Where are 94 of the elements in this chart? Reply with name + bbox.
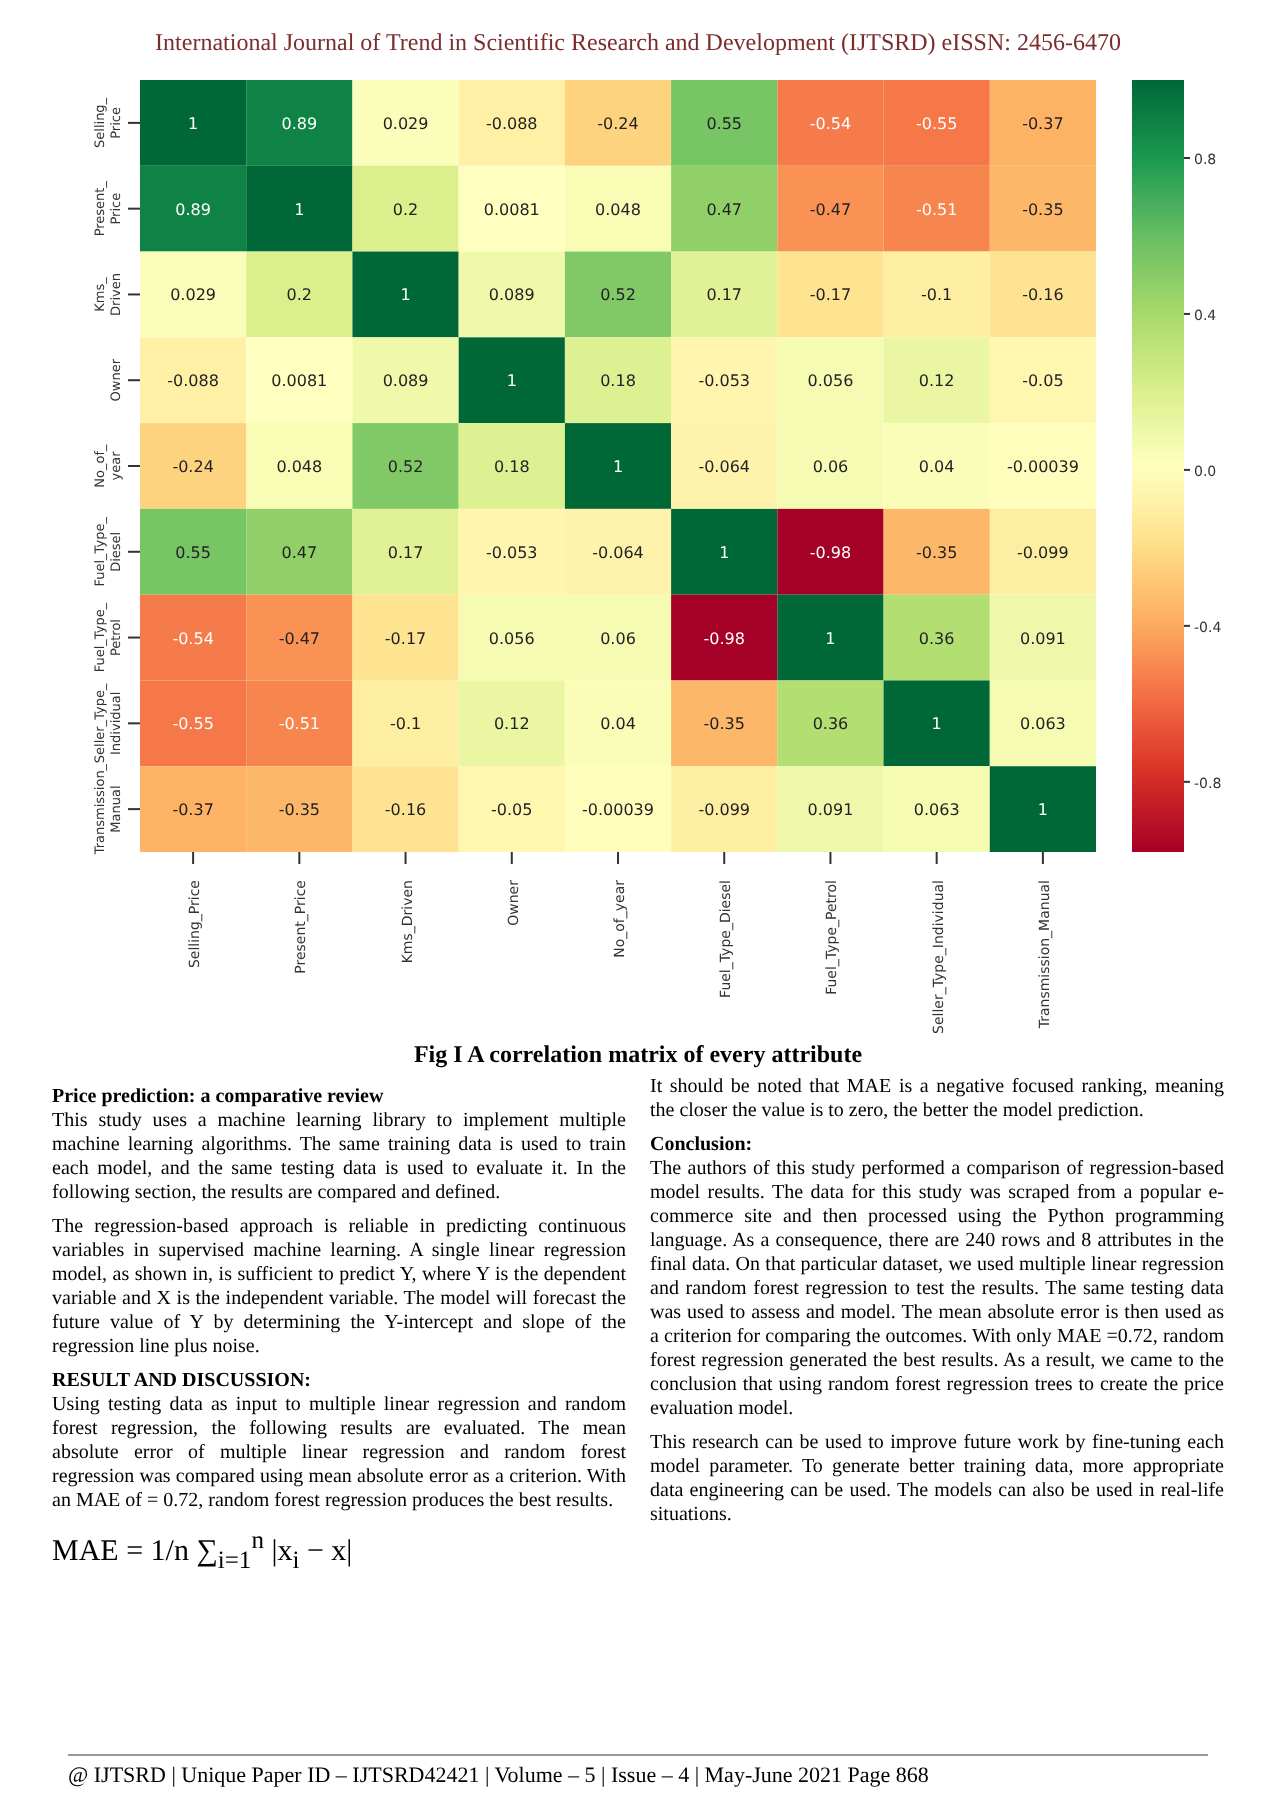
text: The authors of this study performed a comparison of regression-based model results. The data for this study was scraped from a popular e-commerce site and then processed using the Python programming language. As a consequence, there are 240 rows and 8 attributes in the final data. On that particular dataset, we used multiple linear regression and random forest regression to test the results. The same testing data was used to assess and model. The mean absolute error is then used as a criterion for comparing the outcomes. With only MAE =0.72, random forest regression generated the best results. As a result, we came to the conclusion that using random forest regression trees to create the price evaluation model. [650,1158,1224,1421]
data-label: 0.089 [488,286,535,305]
data-label: 0.36 [918,629,955,648]
data-label: -0.35 [1022,200,1064,219]
data-label: 0.04 [600,715,636,734]
data-label: 0.2 [392,200,419,219]
data-label: 0.04 [918,458,955,476]
data-label: -0.064 [698,458,751,476]
data-label: 0.063 [1019,715,1066,734]
data-label: -0.51 [915,200,958,219]
data-label: 0.12 [493,715,530,734]
data-label: 0.029 [382,114,429,133]
data-label: 0.0081 [483,200,540,219]
data-label: -0.55 [915,114,958,133]
data-label: -0.088 [485,114,538,133]
data-label: -0.1 [389,715,422,734]
data-label: 0.47 [281,543,318,562]
data-label: -0.54 [809,114,852,133]
data-label: -0.16 [1022,286,1064,305]
data-label: -0.47 [278,629,321,648]
data-label: -0.47 [809,200,852,219]
data-label: -0.053 [698,372,751,391]
text: This research can be used to improve future work by fine-tuning each model parameter. To generate better training data, more appropriate data engineering can be used. The models can also be used in real-life situations. [650,1432,1224,1527]
data-label: 0.089 [382,372,429,391]
text: The regression-based approach is reliable in predicting continuous variables in supervised machine learning. A single linear regression model, as shown in, is sufficient to predict Y, where Y is the dependent variable and X is the independent variable. The model will forecast the future value of Y by determining the Y-intercept and slope of the regression line plus noise. [52,1216,626,1359]
data-label: 0.048 [595,200,641,219]
data-label: 0.52 [387,458,424,476]
data-label: -0.064 [592,543,644,562]
text: Price prediction: a comparative review [52,1086,384,1109]
data-label: 0.06 [812,458,849,476]
data-label: 1 [825,629,836,648]
data-label: -0.55 [172,715,214,734]
data-label: -0.24 [597,114,639,133]
data-label: 1 [612,458,624,476]
data-label: -0.17 [384,629,427,648]
data-label: 0.18 [493,458,530,476]
data-label: -0.24 [172,458,214,476]
data-label: -0.099 [1017,543,1069,562]
text: It should be noted that MAE is a negative focused ranking, meaning the closer the value is to zero, the better the model prediction. [650,1076,1224,1123]
text: International Journal of Trend in Scientific Research and Development (IJTSRD) eISSN: 2456-6470 [155,28,1121,56]
text: Fig I A correlation matrix of every attribute [413,1040,863,1068]
data-label: -0.16 [384,801,427,820]
data-label: 1 [188,114,199,133]
data-label: 1 [719,543,730,562]
data-label: -0.35 [278,801,321,820]
data-label: 1 [294,200,305,219]
data-label: 1 [506,372,517,391]
data-label: 0.89 [281,114,318,133]
text: @ IJTSRD | Unique Paper ID – IJTSRD42421 | Volume – 5 | Issue – 4 | May-June 2021 Page 868 [68,1763,929,1788]
data-label: 1 [931,715,942,734]
data-label: -0.37 [1022,114,1064,133]
data-label: 0.06 [600,629,636,648]
data-label: 0.029 [170,286,217,305]
data-label: -0.00039 [582,801,654,820]
data-label: 0.063 [913,801,960,820]
data-label: -0.51 [278,715,321,734]
data-label: 0.12 [918,372,955,391]
text: Conclusion: [650,1134,753,1157]
data-label: 0.056 [488,629,535,648]
data-label: 1 [1037,801,1048,820]
data-label: 0.52 [600,286,636,305]
data-label: 0.89 [175,200,211,219]
data-label: -0.98 [703,629,745,648]
data-label: 0.36 [812,715,849,734]
data-label: 0.056 [807,372,854,391]
data-label: 0.47 [706,200,743,219]
data-label: 0.0081 [271,372,328,391]
data-label: 0.17 [706,286,743,305]
data-label: -0.35 [915,543,958,562]
data-label: -0.54 [172,629,214,648]
text: This study uses a machine learning library to implement multiple machine learning algorithms. The same training data is used to train each model, and the same testing data is used to evaluate it. In the following section, the results are compared and defined. [52,1110,626,1205]
data-label: -0.35 [703,715,745,734]
text: RESULT AND DISCUSSION: [52,1370,311,1393]
data-label: 0.2 [286,286,313,305]
data-label: -0.1 [921,286,953,305]
data-label: -0.053 [485,543,538,562]
data-label: -0.05 [491,801,533,820]
data-label: -0.00039 [1006,458,1079,476]
text: Using testing data as input to multiple linear regression and random forest regression, the following results are evaluated. The mean absolute error of multiple linear regression and random forest regression was compared using mean absolute error as a criterion. With an MAE of = 0.72, random forest regression produces the best results. [52,1394,626,1513]
data-label: 0.18 [600,372,636,391]
data-label: -0.099 [698,801,751,820]
data-label: 0.091 [807,801,854,820]
data-label: -0.05 [1022,372,1064,391]
data-label: -0.37 [172,801,214,820]
data-label: 0.55 [175,543,211,562]
data-label: -0.98 [809,543,852,562]
data-label: 1 [400,286,411,305]
data-label: 0.048 [276,458,323,476]
data-label: 0.17 [387,543,424,562]
text: MAE = 1/n ∑$_{i=1}$$^{n}$ |x$_{i}$ − x| [52,1526,353,1575]
data-label: 0.091 [1019,629,1066,648]
data-label: 0.55 [706,114,743,133]
data-label: -0.17 [809,286,852,305]
data-label: -0.088 [167,372,219,391]
